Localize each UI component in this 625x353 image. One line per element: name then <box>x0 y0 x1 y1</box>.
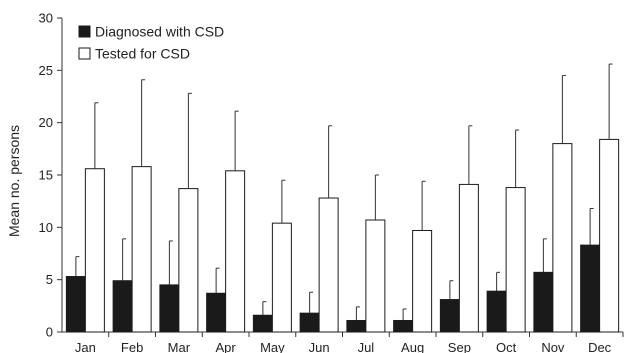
bar-tested <box>552 143 573 333</box>
bar-tested <box>225 170 246 333</box>
bar-tested <box>458 183 479 333</box>
bar-group <box>299 125 339 333</box>
x-tick-label: Apr <box>216 340 237 353</box>
legend-item: Tested for CSD <box>78 46 190 62</box>
y-tick-label: 20 <box>39 115 53 130</box>
bar-diagnosed <box>65 276 86 333</box>
bar-diagnosed <box>252 314 273 333</box>
y-tick-label: 0 <box>46 325 53 340</box>
bar-diagnosed <box>206 292 227 333</box>
bar-diagnosed <box>580 244 601 333</box>
bars <box>65 63 620 333</box>
y-ticks: 0 5 10 15 20 25 30 <box>39 11 62 340</box>
x-tick-label: Dec <box>588 340 612 353</box>
y-tick-label: 15 <box>39 168 53 183</box>
legend: Diagnosed with CSD Tested for CSD <box>78 24 224 62</box>
x-ticks: Jan Feb Mar Apr May Jun Jul Aug Sep Oct Nov Dec <box>75 332 624 353</box>
bar-group <box>65 102 105 333</box>
bar-tested <box>84 168 105 333</box>
bar-group <box>393 180 433 333</box>
x-tick-label: Oct <box>496 340 517 353</box>
bar-tested <box>599 138 620 333</box>
bar-diagnosed <box>533 271 554 333</box>
x-tick-label: Jun <box>309 340 330 353</box>
y-tick-label: 25 <box>39 63 53 78</box>
bar-group <box>533 75 573 333</box>
x-tick-label: Nov <box>541 340 565 353</box>
legend-swatch <box>78 25 91 38</box>
bar-diagnosed <box>346 319 367 333</box>
bar-tested <box>178 188 199 333</box>
bar-diagnosed <box>393 319 414 333</box>
y-tick-label: 5 <box>46 272 53 287</box>
bar-tested <box>131 166 152 333</box>
bar-diagnosed <box>299 312 320 333</box>
bar-group <box>206 110 246 333</box>
y-tick-label: 10 <box>39 220 53 235</box>
x-tick-label: Sep <box>448 340 471 353</box>
bar-diagnosed <box>486 290 507 333</box>
bar-tested <box>412 229 433 333</box>
bar-group <box>252 179 292 333</box>
x-tick-label: May <box>260 340 285 353</box>
y-axis-title: Mean no. persons <box>6 125 22 237</box>
y-tick-label: 30 <box>39 11 53 26</box>
legend-swatch <box>78 47 91 60</box>
bar-tested <box>271 222 292 333</box>
bar-group <box>112 79 152 333</box>
legend-label: Diagnosed with CSD <box>95 24 224 40</box>
bar-group <box>159 92 199 333</box>
legend-item: Diagnosed with CSD <box>78 24 224 40</box>
bar-group <box>346 174 386 333</box>
bar-group <box>486 129 526 333</box>
x-tick-label: Feb <box>121 340 143 353</box>
x-tick-label: Aug <box>401 340 424 353</box>
bar-group <box>580 63 620 333</box>
bar-diagnosed <box>112 280 133 333</box>
x-tick-label: Jul <box>358 340 375 353</box>
bar-tested <box>365 219 386 333</box>
x-tick-label: Mar <box>168 340 191 353</box>
bar-tested <box>505 187 526 333</box>
bar-group <box>439 125 479 333</box>
legend-label: Tested for CSD <box>95 46 190 62</box>
x-tick-label: Jan <box>75 340 96 353</box>
bar-diagnosed <box>159 284 180 333</box>
bar-tested <box>318 197 339 333</box>
bar-diagnosed <box>439 299 460 333</box>
